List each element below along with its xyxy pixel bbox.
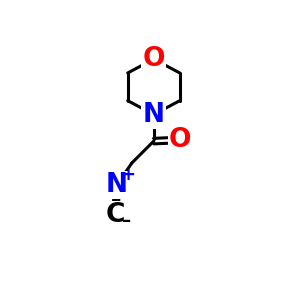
Text: N: N [106, 172, 128, 198]
Text: O: O [169, 127, 192, 153]
Text: +: + [120, 166, 135, 184]
Text: O: O [142, 46, 165, 72]
Text: N: N [143, 101, 165, 128]
Text: –: – [122, 212, 131, 230]
Text: C: C [106, 202, 125, 228]
